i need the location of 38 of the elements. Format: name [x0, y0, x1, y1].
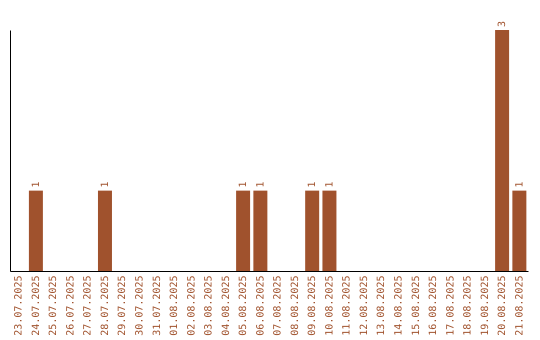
- x-tick-label: 29.07.2025: [117, 276, 128, 336]
- x-tick-label: 02.08.2025: [186, 276, 198, 336]
- x-tick-label: 10.08.2025: [324, 276, 336, 336]
- x-tick-label: 01.08.2025: [169, 276, 180, 336]
- x-tick-label: 09.08.2025: [307, 276, 318, 336]
- data-label: 1: [30, 182, 42, 188]
- data-label: 1: [307, 182, 318, 188]
- x-tick-label: 06.08.2025: [255, 276, 266, 336]
- x-tick-label: 20.08.2025: [497, 276, 508, 336]
- x-tick-label: 26.07.2025: [65, 276, 76, 336]
- data-label: 1: [514, 182, 526, 188]
- data-label: 1: [324, 182, 336, 188]
- x-tick-label: 13.08.2025: [376, 276, 388, 336]
- x-tick-label: 15.08.2025: [410, 276, 422, 336]
- data-label: 1: [100, 182, 111, 188]
- x-tick-label: 24.07.2025: [30, 276, 42, 336]
- x-tick-label: 07.08.2025: [272, 276, 284, 336]
- x-tick-label: 04.08.2025: [220, 276, 232, 336]
- x-tick-label: 16.08.2025: [428, 276, 440, 336]
- x-tick-label: 19.08.2025: [480, 276, 491, 336]
- x-tick-label: 12.08.2025: [358, 276, 370, 336]
- data-label: 3: [497, 20, 508, 27]
- x-tick-label: 23.07.2025: [14, 276, 25, 336]
- x-tick-label: 18.08.2025: [462, 276, 474, 336]
- x-tick-label: 27.07.2025: [82, 276, 94, 336]
- x-tick-label: 08.08.2025: [290, 276, 301, 336]
- x-tick-label: 28.07.2025: [100, 276, 111, 336]
- x-tick-label: 14.08.2025: [394, 276, 404, 336]
- x-tick-label: 30.07.2025: [134, 276, 146, 336]
- data-label: 1: [238, 182, 250, 188]
- x-tick-label: 03.08.2025: [204, 276, 215, 336]
- x-tick-label: 05.08.2025: [238, 276, 250, 336]
- data-label: 1: [255, 182, 266, 188]
- x-tick-label: 11.08.2025: [342, 276, 353, 336]
- x-tick-label: 31.07.2025: [152, 276, 163, 336]
- x-tick-label: 25.07.2025: [48, 276, 60, 336]
- x-tick-label: 21.08.2025: [514, 276, 526, 336]
- x-tick-label: 17.08.2025: [445, 276, 456, 336]
